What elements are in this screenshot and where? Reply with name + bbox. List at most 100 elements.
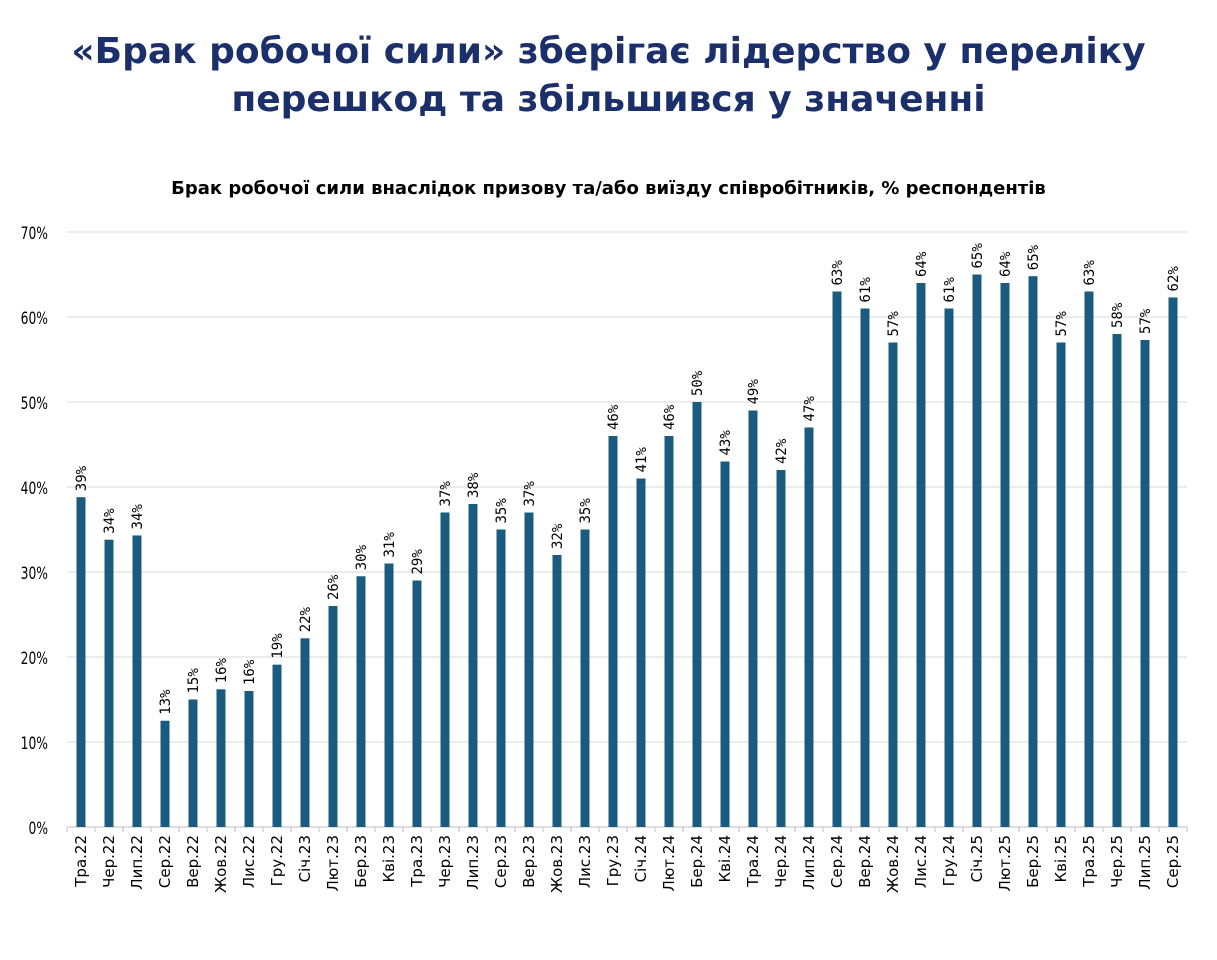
bar-value-label: 32% [550, 523, 566, 549]
bar-value-label: 39% [74, 465, 90, 491]
bar [300, 638, 310, 827]
x-category-label: Лип.22 [128, 835, 146, 890]
x-category-label: Лип.25 [1136, 835, 1154, 890]
x-category-label: Сер.25 [1164, 835, 1182, 888]
bar [1084, 291, 1094, 827]
bar-value-label: 37% [438, 481, 454, 507]
x-category-label: Бер.25 [1024, 835, 1042, 888]
x-category-label: Жов.22 [212, 835, 230, 893]
bar-value-label: 22% [298, 606, 314, 632]
bar-value-label: 16% [214, 657, 230, 683]
bar [1168, 297, 1178, 827]
bar-value-label: 64% [998, 251, 1014, 277]
bar [1028, 276, 1038, 827]
bar [412, 580, 422, 827]
bar-value-label: 46% [606, 404, 622, 430]
bar [1140, 339, 1150, 827]
bar [748, 410, 758, 827]
x-category-label: Жов.23 [548, 835, 566, 893]
x-category-label: Кві.24 [716, 835, 734, 883]
bar [944, 308, 954, 827]
bar [720, 461, 730, 827]
bar [76, 497, 86, 827]
y-tick-label: 10% [21, 733, 48, 754]
x-category-label: Тра.24 [744, 835, 762, 888]
bar-value-label: 49% [746, 379, 762, 405]
bar-value-label: 34% [130, 504, 146, 530]
bar [552, 555, 562, 827]
bar [328, 606, 338, 827]
bar [972, 274, 982, 827]
x-category-label: Вер.22 [184, 835, 202, 888]
bar-value-label: 35% [578, 498, 594, 524]
y-tick-label: 50% [21, 393, 48, 414]
x-category-label: Бер.23 [352, 835, 370, 888]
bar-value-label: 50% [690, 370, 706, 396]
bar [692, 402, 702, 827]
bar-value-label: 63% [830, 260, 846, 286]
x-category-label: Сер.23 [492, 835, 510, 888]
bar [188, 699, 198, 827]
bar-value-label: 65% [1026, 244, 1042, 270]
x-category-label: Тра.22 [72, 835, 90, 888]
x-category-label: Лип.23 [464, 835, 482, 890]
bar [804, 427, 814, 827]
bar [384, 563, 394, 827]
bar [580, 529, 590, 827]
bar-value-label: 65% [970, 243, 986, 269]
bar-value-label: 26% [326, 574, 342, 600]
bar-value-label: 57% [1054, 311, 1070, 337]
bar-value-label: 16% [242, 659, 258, 685]
y-tick-label: 70% [21, 223, 48, 244]
bar [216, 689, 226, 827]
x-category-label: Бер.24 [688, 835, 706, 888]
x-category-label: Чер.22 [100, 835, 118, 888]
bar-value-label: 29% [410, 549, 426, 575]
x-category-label: Січ.23 [296, 835, 314, 882]
bar [916, 283, 926, 827]
bar [524, 512, 534, 827]
chart-title: Брак робочої сили внаслідок призову та/а… [171, 178, 1046, 199]
y-tick-label: 60% [21, 308, 48, 329]
bar-value-label: 41% [634, 447, 650, 473]
bar-value-label: 13% [158, 689, 174, 715]
bar [608, 436, 618, 827]
x-category-label: Лис.22 [240, 835, 258, 888]
x-category-label: Чер.24 [772, 835, 790, 888]
bar [1000, 283, 1010, 827]
bar [104, 539, 114, 827]
x-category-label: Лип.24 [800, 835, 818, 890]
bar [496, 529, 506, 827]
x-category-label: Вер.24 [856, 835, 874, 888]
bar-value-label: 57% [886, 311, 902, 337]
x-category-label: Тра.23 [408, 835, 426, 888]
bar-value-label: 61% [942, 277, 958, 303]
x-category-label: Сер.24 [828, 835, 846, 888]
x-category-label: Лис.24 [912, 835, 930, 888]
bar [160, 720, 170, 827]
y-tick-label: 20% [21, 648, 48, 669]
bar-value-label: 57% [1138, 308, 1154, 334]
x-category-label: Січ.24 [632, 835, 650, 882]
bar-value-label: 61% [858, 277, 874, 303]
bar-value-label: 35% [494, 498, 510, 524]
slide-title: «Брак робочої сили» зберігає лідерство у… [0, 28, 1217, 124]
y-tick-label: 40% [21, 478, 48, 499]
x-category-label: Гру.23 [604, 835, 622, 886]
slide-title-line-1: «Брак робочої сили» зберігає лідерство у… [71, 31, 1146, 72]
bar [440, 512, 450, 827]
x-category-label: Тра.25 [1080, 835, 1098, 888]
x-category-label: Гру.22 [268, 835, 286, 886]
bar [888, 342, 898, 827]
y-tick-label: 30% [21, 563, 48, 584]
bar [860, 308, 870, 827]
bar-value-label: 37% [522, 481, 538, 507]
bar-value-label: 42% [774, 438, 790, 464]
bar-value-label: 62% [1166, 266, 1182, 292]
x-category-label: Вер.23 [520, 835, 538, 888]
bar [636, 478, 646, 827]
bar-value-label: 38% [466, 472, 482, 498]
bar-value-label: 46% [662, 404, 678, 430]
bar-value-label: 58% [1110, 302, 1126, 328]
